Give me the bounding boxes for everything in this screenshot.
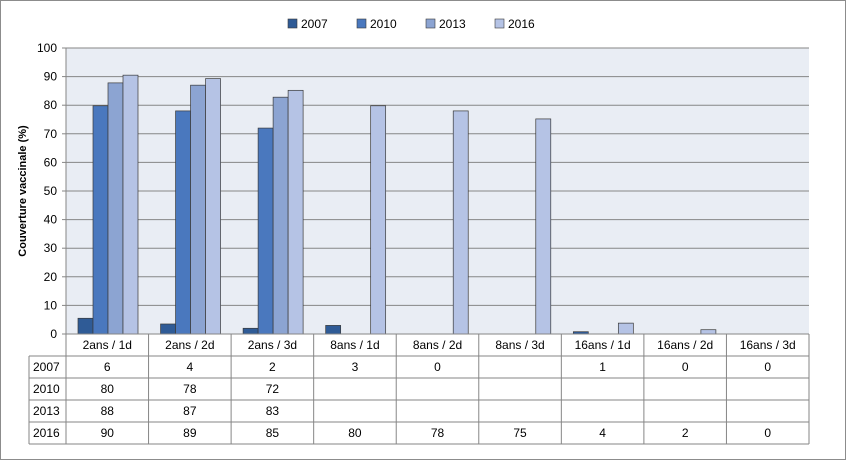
bar [325,325,342,335]
bar [122,74,139,335]
y-tick-label: 30 [44,241,58,255]
category-label: 8ans / 1d [330,338,379,352]
table-cell: 90 [101,426,115,440]
table-cell: 75 [513,426,527,440]
y-tick-label: 60 [44,155,58,169]
y-tick-label: 0 [50,327,57,341]
y-tick-label: 20 [44,270,58,284]
legend-label: 2007 [301,17,328,31]
table-cell: 78 [431,426,445,440]
table-cell: 0 [434,360,441,374]
bar [205,78,221,335]
table-cell: 83 [266,404,280,418]
y-tick-label: 10 [44,298,58,312]
table-cell: 0 [764,426,771,440]
bar [272,96,289,335]
bar [700,329,717,335]
y-tick-label: 90 [44,70,58,84]
legend-label: 2013 [439,17,466,31]
category-label: 8ans / 2d [413,338,462,352]
table-row-header: 2010 [33,382,60,396]
bar [190,84,206,335]
table-cell: 3 [352,360,359,374]
y-tick-label: 50 [44,184,58,198]
bar [175,110,191,335]
y-tick-label: 40 [44,213,58,227]
bar [535,118,552,335]
table-cell: 72 [266,382,280,396]
table-cell: 2 [682,426,689,440]
table-cell: 1 [599,360,606,374]
table-cell: 6 [104,360,111,374]
legend-swatch [356,18,367,29]
bar [617,322,634,335]
table-cell: 89 [183,426,197,440]
table-cell: 88 [101,404,115,418]
bar [242,327,259,335]
category-label: 16ans / 1d [575,338,631,352]
table-cell: 87 [183,404,197,418]
legend-label: 2016 [508,17,535,31]
table-cell: 85 [266,426,280,440]
table-cell: 4 [599,426,606,440]
legend-swatch [287,18,298,29]
table-cell: 80 [348,426,362,440]
table-cell: 0 [682,360,689,374]
table-cell: 78 [183,382,197,396]
table-cell: 4 [186,360,193,374]
category-label: 8ans / 3d [495,338,544,352]
table-row-header: 2013 [33,404,60,418]
table-cell: 2 [269,360,276,374]
table-cell: 0 [764,360,771,374]
legend-label: 2010 [370,17,397,31]
category-label: 2ans / 1d [83,338,132,352]
y-tick-label: 80 [44,98,58,112]
legend-swatch [425,18,436,29]
table-cell: 80 [101,382,115,396]
y-tick-label: 100 [37,41,57,55]
y-tick-label: 70 [44,127,58,141]
bar [452,110,469,335]
category-label: 2ans / 2d [165,338,214,352]
table-row-header: 2007 [33,360,60,374]
category-label: 16ans / 3d [740,338,796,352]
category-label: 2ans / 3d [248,338,297,352]
category-label: 16ans / 2d [657,338,713,352]
y-axis-label: Couverture vaccinale (%) [17,125,29,257]
bar [370,105,387,335]
bar [160,323,176,335]
bar [92,105,109,335]
legend-swatch [494,18,505,29]
bar [287,89,304,335]
bar [257,127,274,335]
bar [77,317,94,335]
table-row-header: 2016 [33,426,60,440]
bar [107,82,124,335]
